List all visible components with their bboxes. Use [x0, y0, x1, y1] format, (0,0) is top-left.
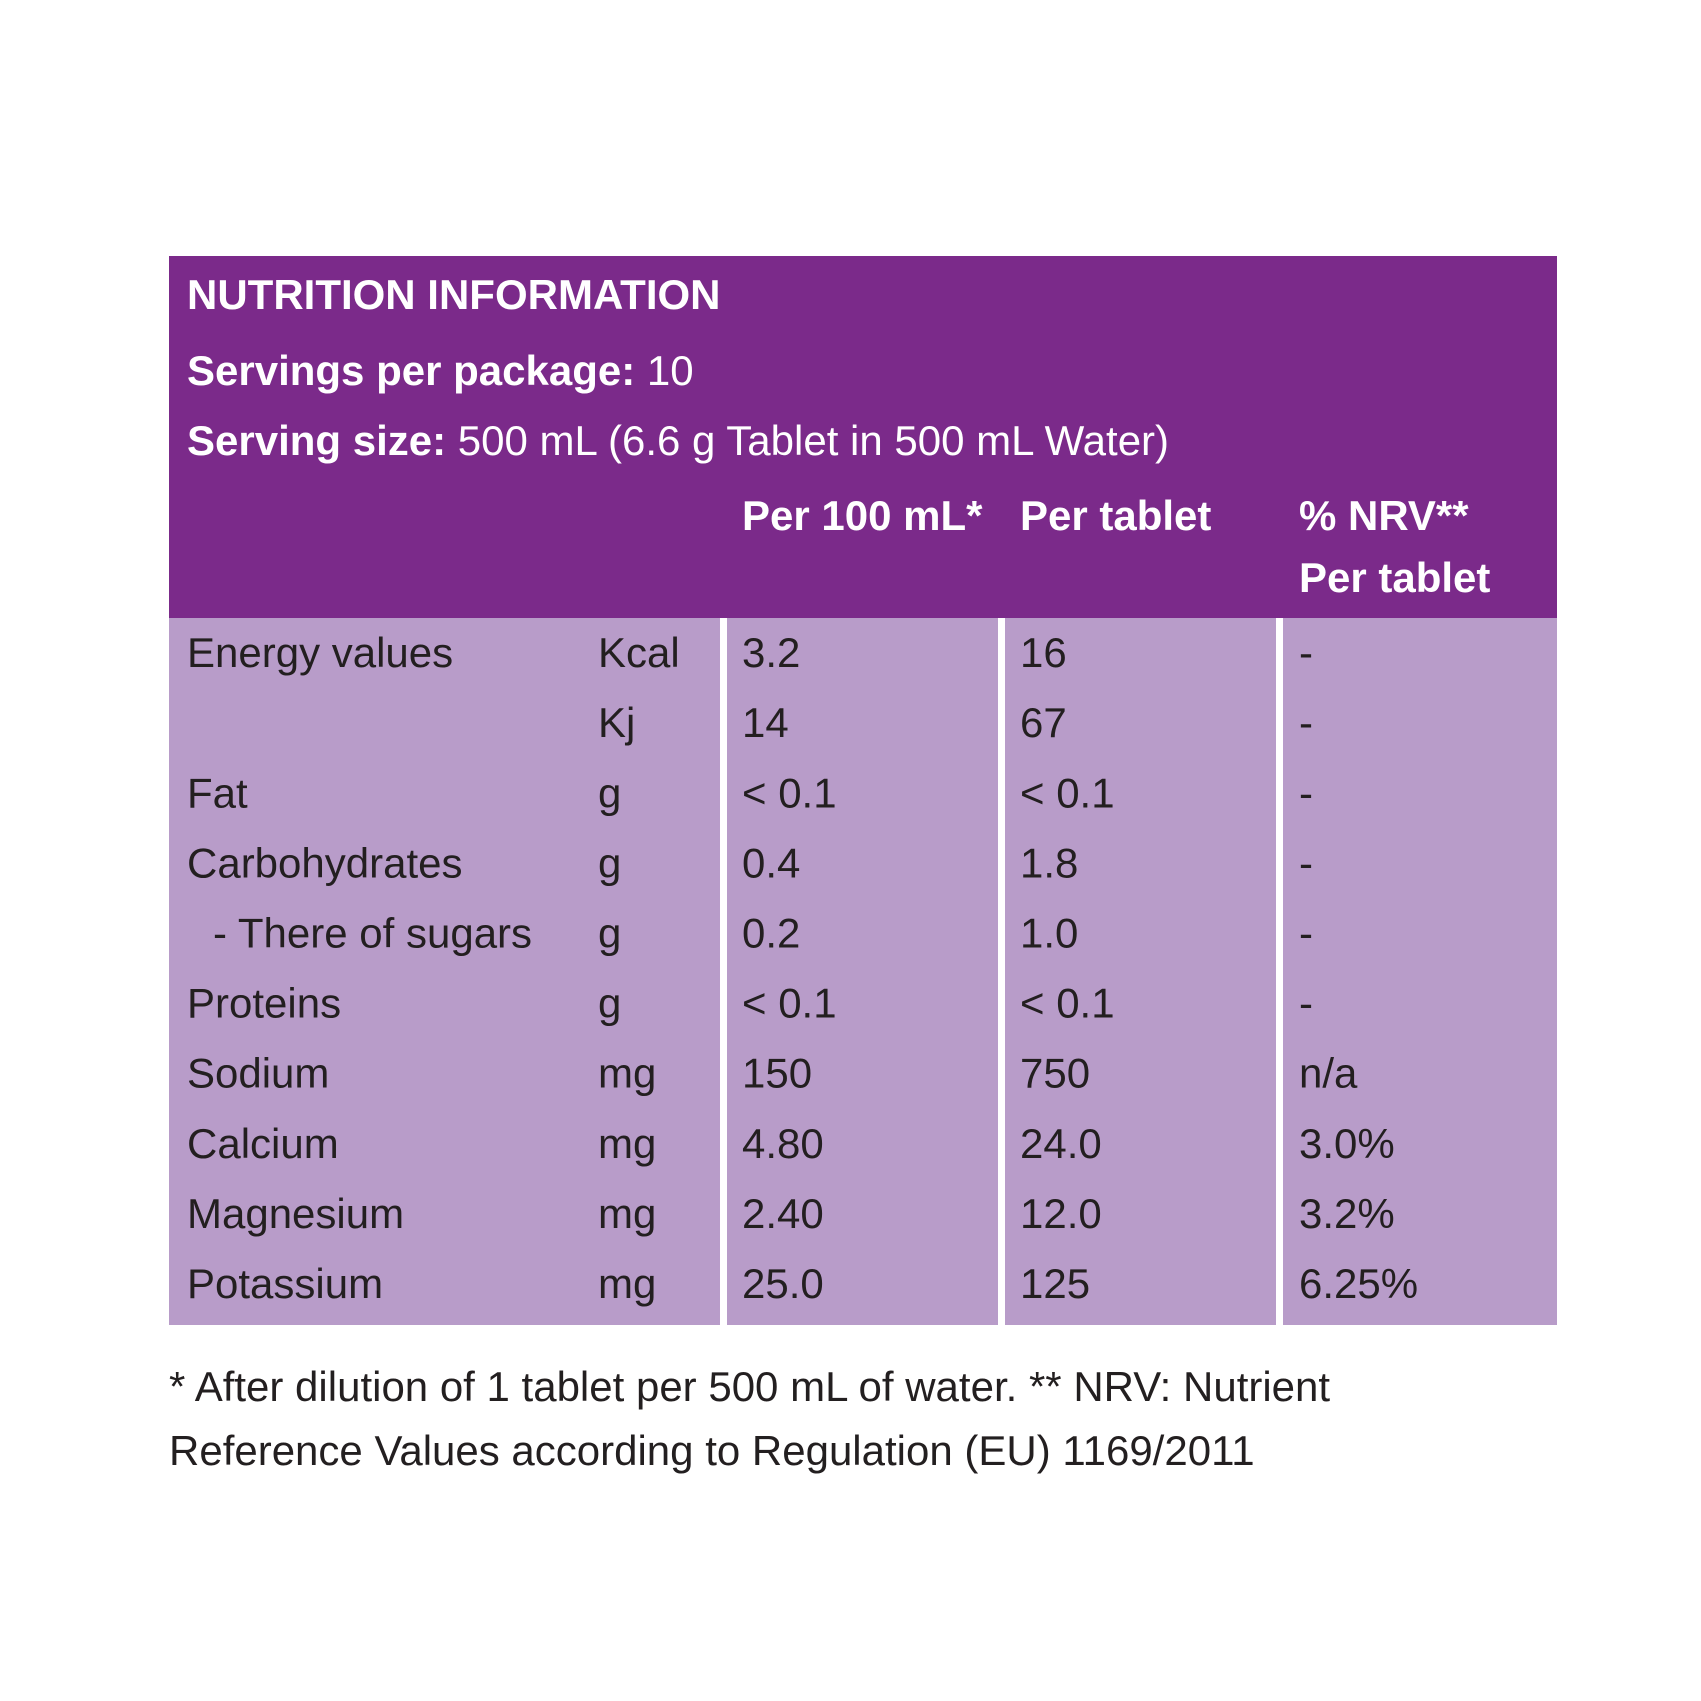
cell: -	[1299, 839, 1313, 886]
row-label: Energy values	[187, 629, 453, 676]
servings-label: Servings per package:	[187, 347, 635, 394]
cell: n/a	[1299, 1050, 1358, 1097]
cell: 3.2%	[1299, 1190, 1395, 1237]
row-label: - There of sugars	[213, 909, 532, 956]
cell: 2.40	[742, 1190, 824, 1237]
row-label: Potassium	[187, 1260, 383, 1307]
cell: 3.0%	[1299, 1120, 1395, 1167]
body-cell	[1283, 618, 1557, 1325]
column-header: Per tablet	[1299, 554, 1490, 601]
serving-size: Serving size: 500 mL (6.6 g Tablet in 50…	[187, 417, 1169, 464]
unit: Kcal	[598, 629, 680, 676]
title: NUTRITION INFORMATION	[187, 271, 721, 318]
servings-value: 10	[647, 347, 694, 394]
cell: 1.0	[1020, 909, 1078, 956]
cell: 150	[742, 1050, 812, 1097]
unit: mg	[598, 1260, 656, 1307]
body-cell	[1005, 618, 1276, 1325]
body-cell	[727, 618, 998, 1325]
cell: < 0.1	[742, 769, 837, 816]
row-label: Sodium	[187, 1050, 329, 1097]
cell: -	[1299, 699, 1313, 746]
header-band	[169, 256, 1557, 618]
unit: mg	[598, 1120, 656, 1167]
row-label: Calcium	[187, 1120, 339, 1167]
cell: < 0.1	[742, 980, 837, 1027]
row-label: Fat	[187, 769, 248, 816]
unit: g	[598, 909, 621, 956]
cell: 24.0	[1020, 1120, 1102, 1167]
row-label: Proteins	[187, 980, 341, 1027]
cell: 0.2	[742, 909, 800, 956]
cell: 1.8	[1020, 839, 1078, 886]
cell: -	[1299, 980, 1313, 1027]
unit: g	[598, 839, 621, 886]
column-header: Per 100 mL*	[742, 492, 983, 539]
cell: 0.4	[742, 839, 800, 886]
cell: 14	[742, 699, 789, 746]
cell: 125	[1020, 1260, 1090, 1307]
servings: Servings per package: 10	[187, 347, 694, 394]
row-label: Magnesium	[187, 1190, 404, 1237]
cell: -	[1299, 909, 1313, 956]
row-label: Carbohydrates	[187, 839, 462, 886]
footnote: Reference Values according to Regulation…	[169, 1427, 1255, 1474]
cell: 67	[1020, 699, 1067, 746]
column-header: Per tablet	[1020, 492, 1211, 539]
unit: mg	[598, 1190, 656, 1237]
cell: 16	[1020, 629, 1067, 676]
unit: mg	[598, 1050, 656, 1097]
footnote: * After dilution of 1 tablet per 500 mL …	[169, 1363, 1330, 1410]
cell: 4.80	[742, 1120, 824, 1167]
cell: 3.2	[742, 629, 800, 676]
size-label: Serving size:	[187, 417, 446, 464]
cell: < 0.1	[1020, 980, 1115, 1027]
unit: g	[598, 769, 621, 816]
unit: Kj	[598, 699, 635, 746]
cell: < 0.1	[1020, 769, 1115, 816]
cell: -	[1299, 769, 1313, 816]
cell: 12.0	[1020, 1190, 1102, 1237]
body-cell	[169, 618, 720, 1325]
unit: g	[598, 980, 621, 1027]
cell: 6.25%	[1299, 1260, 1418, 1307]
column-header: % NRV**	[1299, 492, 1469, 539]
cell: 750	[1020, 1050, 1090, 1097]
cell: -	[1299, 629, 1313, 676]
size-value: 500 mL (6.6 g Tablet in 500 mL Water)	[458, 417, 1169, 464]
cell: 25.0	[742, 1260, 824, 1307]
